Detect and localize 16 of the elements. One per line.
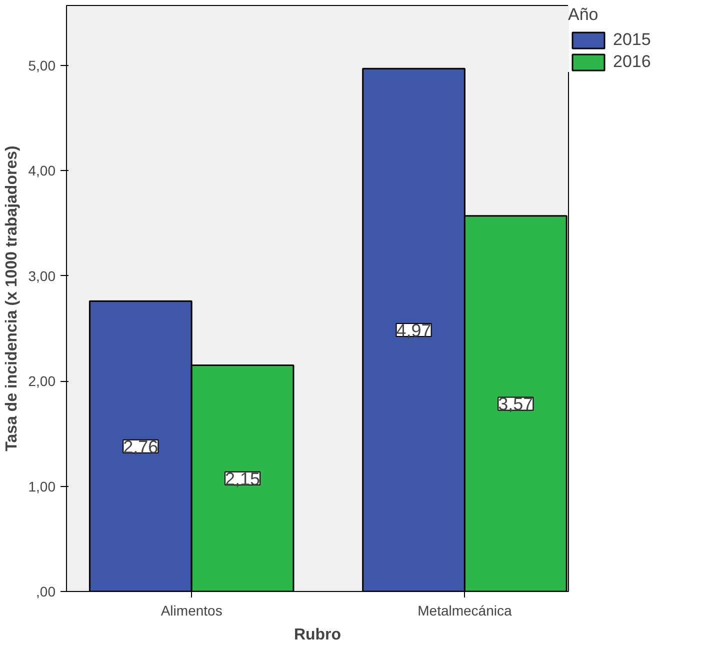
y-axis-title: Tasa de incidencia (x 1000 trabajadores): [3, 146, 20, 452]
y-tick-label: 5,00: [28, 57, 56, 74]
y-tick-label: 3,00: [28, 268, 56, 284]
x-tick-label: Metalmecánica: [418, 602, 512, 618]
legend-label: 2015: [613, 30, 651, 50]
y-tick-label: 4,00: [28, 162, 56, 179]
y-tick-label: ,00: [36, 584, 56, 600]
y-tick-label: 2,00: [28, 373, 56, 390]
x-tick-label: Alimentos: [160, 602, 222, 618]
x-axis-title: Rubro: [294, 626, 342, 644]
legend-label: 2016: [613, 52, 651, 72]
data-label: 2,76: [123, 436, 158, 457]
data-label: 3,57: [498, 394, 534, 414]
legend-title: Año: [568, 5, 600, 25]
y-tick-label: 1,00: [28, 478, 56, 494]
data-label: 2,15: [225, 468, 260, 489]
